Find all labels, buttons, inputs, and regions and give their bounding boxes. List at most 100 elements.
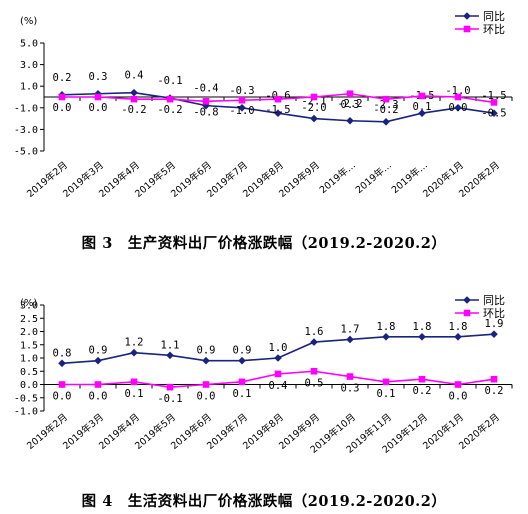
chart-4-mom-point [238,378,246,386]
chart-4-yoy-point [418,333,426,341]
chart-4-yoy-data-label: 0.8 [53,347,72,359]
chart-4-yoy-point [94,356,102,365]
chart-4-mom-point [346,373,354,380]
chart-3-mom-point [166,95,174,103]
chart-4-caption: 图 4 生活资料出厂价格涨跌幅（2019.2-2020.2） [81,493,447,510]
chart-3-mom-point [310,93,318,101]
chart-4-yoy-data-label: 0.9 [89,345,108,357]
chart-3-unit-label: (%) [20,16,37,27]
chart-3-mom-point [238,96,246,104]
chart-4-y-tick-label: -1.0 [14,407,38,418]
chart-4-mom-data-label: 0.5 [305,377,324,389]
chart-4-y-tick-label: 3.0 [20,301,38,312]
chart-3-mom-data-label: 0.0 [449,102,468,114]
chart-3-yoy-point [454,104,462,112]
chart-3-mom-data-label: -0.8 [193,106,218,118]
chart-3-legend-marker [463,25,471,33]
chart-4-legend-label: 同比 [483,294,505,307]
chart-3-mom-data-label: 0.1 [413,101,432,113]
chart-3-svg: (%)5.03.01.0-1.0-3.0-5.02019年2月2019年3月20… [14,10,513,200]
chart-4-mom-data-label: 0.1 [125,388,144,400]
chart-3-mom-data-label: -0.5 [481,107,506,119]
chart-4-yoy-data-label: 0.9 [197,345,216,357]
chart-3-caption: 图 3 生产资料出厂价格涨跌幅（2019.2-2020.2） [81,235,447,252]
chart-4-y-tick-label: 1.0 [20,354,38,365]
chart-3-mom-point [94,93,102,101]
chart-4-y-tick-label: 0.0 [20,380,38,391]
chart-3-yoy-data-label: 0.2 [53,72,72,84]
chart-4-mom-data-label: 0.3 [341,383,360,395]
chart-3-yoy-data-label: 0.3 [89,71,108,83]
chart-4-mom-point [94,381,102,388]
chart-3-mom-point [490,99,498,106]
chart-4-mom-data-label: 0.0 [449,391,468,403]
chart-4-yoy-data-label: 1.9 [485,318,504,330]
chart-3-y-tick-label: 5.0 [20,39,38,50]
chart-3-x-tick-label: 2019年… [353,159,394,196]
chart-4-yoy-point [310,338,318,346]
chart-3-mom-data-label: -0.2 [121,104,146,116]
chart-4-yoy-data-label: 1.2 [125,337,144,349]
chart-3-mom-point [418,92,426,100]
chart-3-mom-data-label: 0.0 [89,102,108,114]
chart-3-mom-point [58,93,66,101]
chart-4-legend-label: 环比 [483,307,505,320]
chart-3-mom-data-label: 0.0 [53,102,72,114]
chart-3-yoy-data-label: -2.2 [337,98,362,110]
chart-3-y-tick-label: 1.0 [20,82,38,93]
chart-4-mom-point [310,367,318,375]
chart-4-yoy-point [454,333,462,341]
chart-4-yoy-data-label: 1.6 [305,326,324,338]
chart-3-yoy-point [238,104,246,112]
chart-4-mom-data-label: 0.1 [377,388,396,400]
chart-4-y-tick-label: 1.5 [20,340,38,351]
chart-4-yoy-data-label: 1.7 [341,323,360,335]
chart-4-yoy-point [490,330,498,338]
chart-3-legend-label: 环比 [483,23,505,36]
chart-3-yoy-point [346,116,354,125]
chart-3-mom-point [130,95,138,103]
chart-3-yoy-data-label: -0.3 [229,85,254,97]
chart-3-y-tick-label: -3.0 [14,125,38,136]
chart-4-y-tick-label: -0.5 [14,393,38,404]
chart-3-mom-data-label: -1.0 [229,105,254,117]
chart-4-mom-point [58,381,66,388]
chart-4-mom-data-label: 0.2 [413,385,432,397]
chart-4-mom-data-label: 0.4 [269,380,288,392]
chart-4-yoy-point [130,348,138,357]
chart-4-mom-point [274,370,282,378]
chart-3-legend-marker [463,12,471,20]
chart-3-yoy-point [490,109,498,117]
chart-4-yoy-point [202,356,210,365]
chart-3-mom-data-label: -2.0 [301,102,326,114]
chart-3-mom-data-label: -0.2 [157,104,182,116]
chart-4-yoy-data-label: 1.1 [161,339,180,351]
chart-3-mom-point [454,93,462,101]
chart-4-y-tick-label: 2.0 [20,327,38,338]
chart-3-yoy-point [130,88,138,97]
chart-3-yoy-data-label: -2.3 [373,99,398,111]
chart-4-unit-label: (%) [20,298,37,309]
chart-4-yoy-point [274,354,282,362]
chart-4-mom-point [166,383,174,391]
chart-3-yoy-point [274,109,282,117]
chart-3-yoy-point [418,109,426,117]
chart-4-yoy-data-label: 1.8 [413,321,432,333]
chart-3-legend-label: 同比 [483,10,505,23]
chart-4-yoy-point [166,351,174,360]
chart-4-mom-data-label: 0.0 [53,391,72,403]
chart-3-mom-point [346,90,354,98]
chart-3-y-tick-label: -1.0 [14,103,38,114]
chart-4-svg: (%)3.02.52.01.51.00.50.0-0.5-1.02019年2月2… [14,294,513,456]
chart-4-mom-data-label: -0.1 [157,393,182,405]
chart-3-mom-data-label: -0.2 [373,104,398,116]
chart-4-mom-data-label: 0.2 [485,385,504,397]
chart-4-yoy-data-label: 0.9 [233,345,252,357]
chart-4-yoy-point [346,335,354,344]
chart-3-yoy-data-label: -1.0 [445,85,470,97]
chart-3-yoy-data-label: -0.4 [193,83,218,95]
chart-3-mom-point [202,98,210,105]
chart-4-mom-point [490,375,498,383]
chart-3-mom-point [382,95,390,103]
chart-4-y-tick-label: 2.5 [20,314,38,325]
